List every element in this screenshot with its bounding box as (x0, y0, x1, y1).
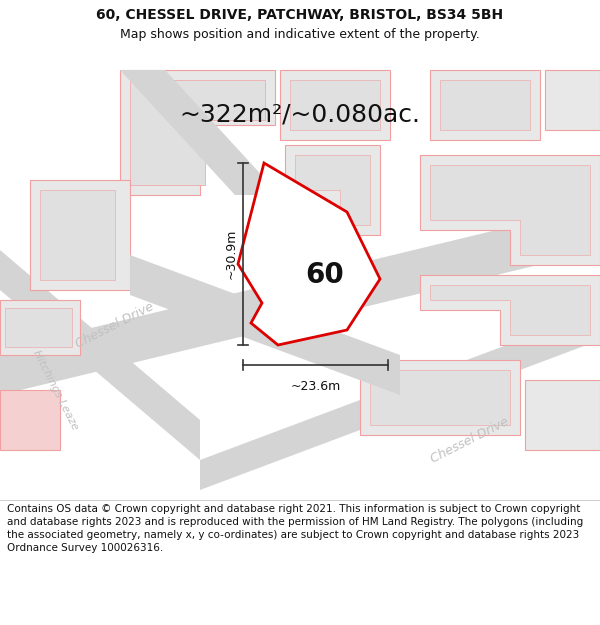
Polygon shape (120, 70, 275, 195)
Polygon shape (430, 70, 540, 140)
Polygon shape (545, 70, 600, 130)
Text: Contains OS data © Crown copyright and database right 2021. This information is : Contains OS data © Crown copyright and d… (7, 504, 583, 553)
Polygon shape (0, 205, 600, 395)
Polygon shape (5, 308, 72, 347)
Text: Chessel Drive: Chessel Drive (74, 299, 156, 351)
Text: Hitchings Leaze: Hitchings Leaze (31, 348, 79, 432)
Polygon shape (430, 285, 590, 335)
Polygon shape (285, 70, 360, 135)
Text: ~322m²/~0.080ac.: ~322m²/~0.080ac. (179, 103, 421, 127)
Polygon shape (280, 70, 390, 140)
Polygon shape (200, 310, 600, 490)
Polygon shape (0, 390, 60, 450)
Polygon shape (430, 165, 590, 255)
Polygon shape (290, 80, 380, 130)
Polygon shape (40, 190, 115, 280)
Text: Chessel Drive: Chessel Drive (429, 414, 511, 466)
Text: 60: 60 (305, 261, 344, 289)
Polygon shape (525, 380, 600, 450)
Text: ~23.6m: ~23.6m (290, 380, 341, 393)
Polygon shape (130, 80, 265, 185)
Polygon shape (370, 370, 510, 425)
Polygon shape (120, 70, 280, 195)
Text: Map shows position and indicative extent of the property.: Map shows position and indicative extent… (120, 28, 480, 41)
Polygon shape (285, 145, 380, 235)
Polygon shape (440, 80, 530, 130)
Polygon shape (30, 180, 130, 290)
Polygon shape (238, 163, 380, 345)
Text: ~30.9m: ~30.9m (224, 229, 238, 279)
Polygon shape (0, 300, 80, 355)
Polygon shape (420, 275, 600, 345)
Polygon shape (420, 155, 600, 265)
Polygon shape (0, 250, 200, 460)
Text: 60, CHESSEL DRIVE, PATCHWAY, BRISTOL, BS34 5BH: 60, CHESSEL DRIVE, PATCHWAY, BRISTOL, BS… (97, 8, 503, 22)
Polygon shape (295, 155, 370, 225)
Polygon shape (360, 360, 520, 435)
Polygon shape (130, 255, 400, 395)
